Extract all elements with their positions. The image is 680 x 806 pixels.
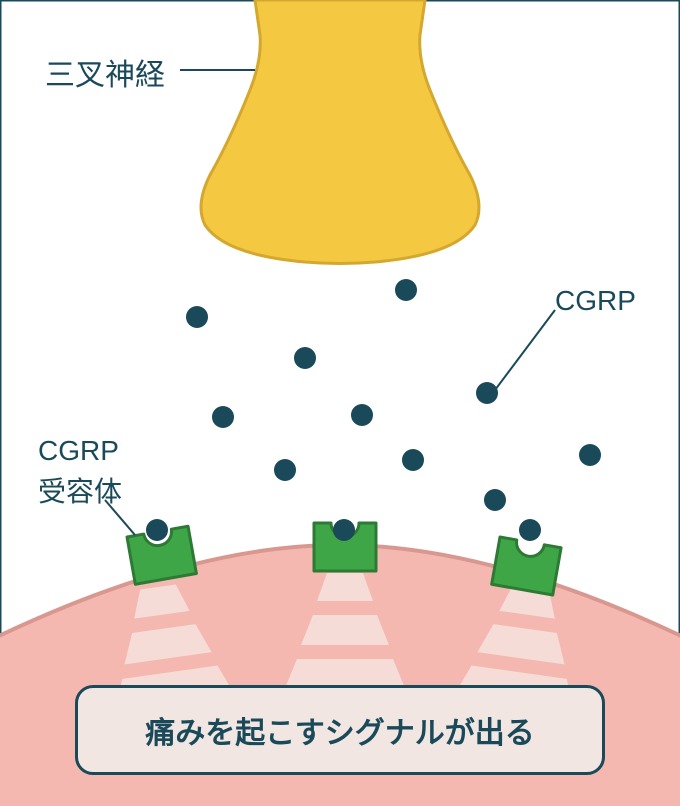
trigeminal-label: 三叉神経 — [45, 50, 165, 94]
signal-caption-box: 痛みを起こすシグナルが出る — [75, 685, 605, 775]
receptor-label-line1: CGRP — [38, 435, 119, 467]
cgrp-dots-group — [146, 279, 601, 541]
cgrp-label: CGRP — [555, 285, 636, 317]
signal-caption-text: 痛みを起こすシグナルが出る — [145, 708, 534, 752]
cgrp-callout-line — [495, 310, 555, 390]
receptor-label-line2: 受容体 — [38, 470, 122, 510]
trigeminal-nerve-shape — [201, 0, 479, 264]
